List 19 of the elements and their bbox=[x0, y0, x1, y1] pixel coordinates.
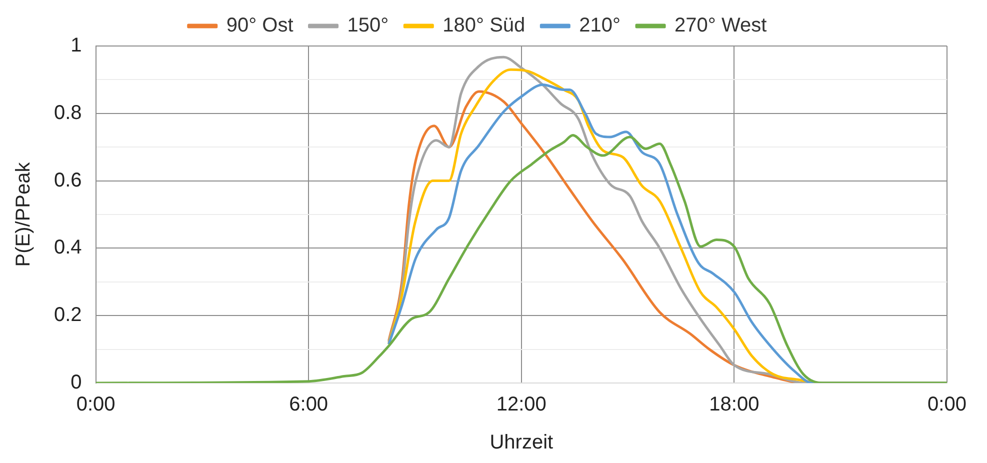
legend-label: 270° West bbox=[674, 14, 768, 37]
legend-label: 210° bbox=[579, 14, 621, 37]
y-axis-title: P(E)/PPeak bbox=[12, 161, 35, 267]
line-series bbox=[96, 134, 947, 383]
x-tick-label: 0:00 bbox=[928, 394, 966, 416]
y-tick-label: 0.2 bbox=[54, 304, 82, 326]
x-tick-label: 6:00 bbox=[289, 394, 328, 416]
legend-label: 180° Süd bbox=[442, 14, 526, 37]
x-tick-label: 18:00 bbox=[709, 394, 760, 416]
y-tick-label: 1 bbox=[70, 34, 82, 57]
x-axis-title: Uhrzeit bbox=[490, 432, 554, 454]
y-tick-label: 0.4 bbox=[54, 236, 82, 259]
y-tick-label: 0 bbox=[70, 372, 82, 394]
legend-label: 90° Ost bbox=[226, 14, 294, 37]
x-tick-label: 0:00 bbox=[76, 394, 116, 416]
y-tick-label: 0.6 bbox=[54, 169, 82, 192]
legend-label: 150° bbox=[347, 14, 389, 37]
x-tick-label: 12:00 bbox=[496, 394, 546, 416]
y-tick-label: 0.8 bbox=[54, 102, 82, 124]
